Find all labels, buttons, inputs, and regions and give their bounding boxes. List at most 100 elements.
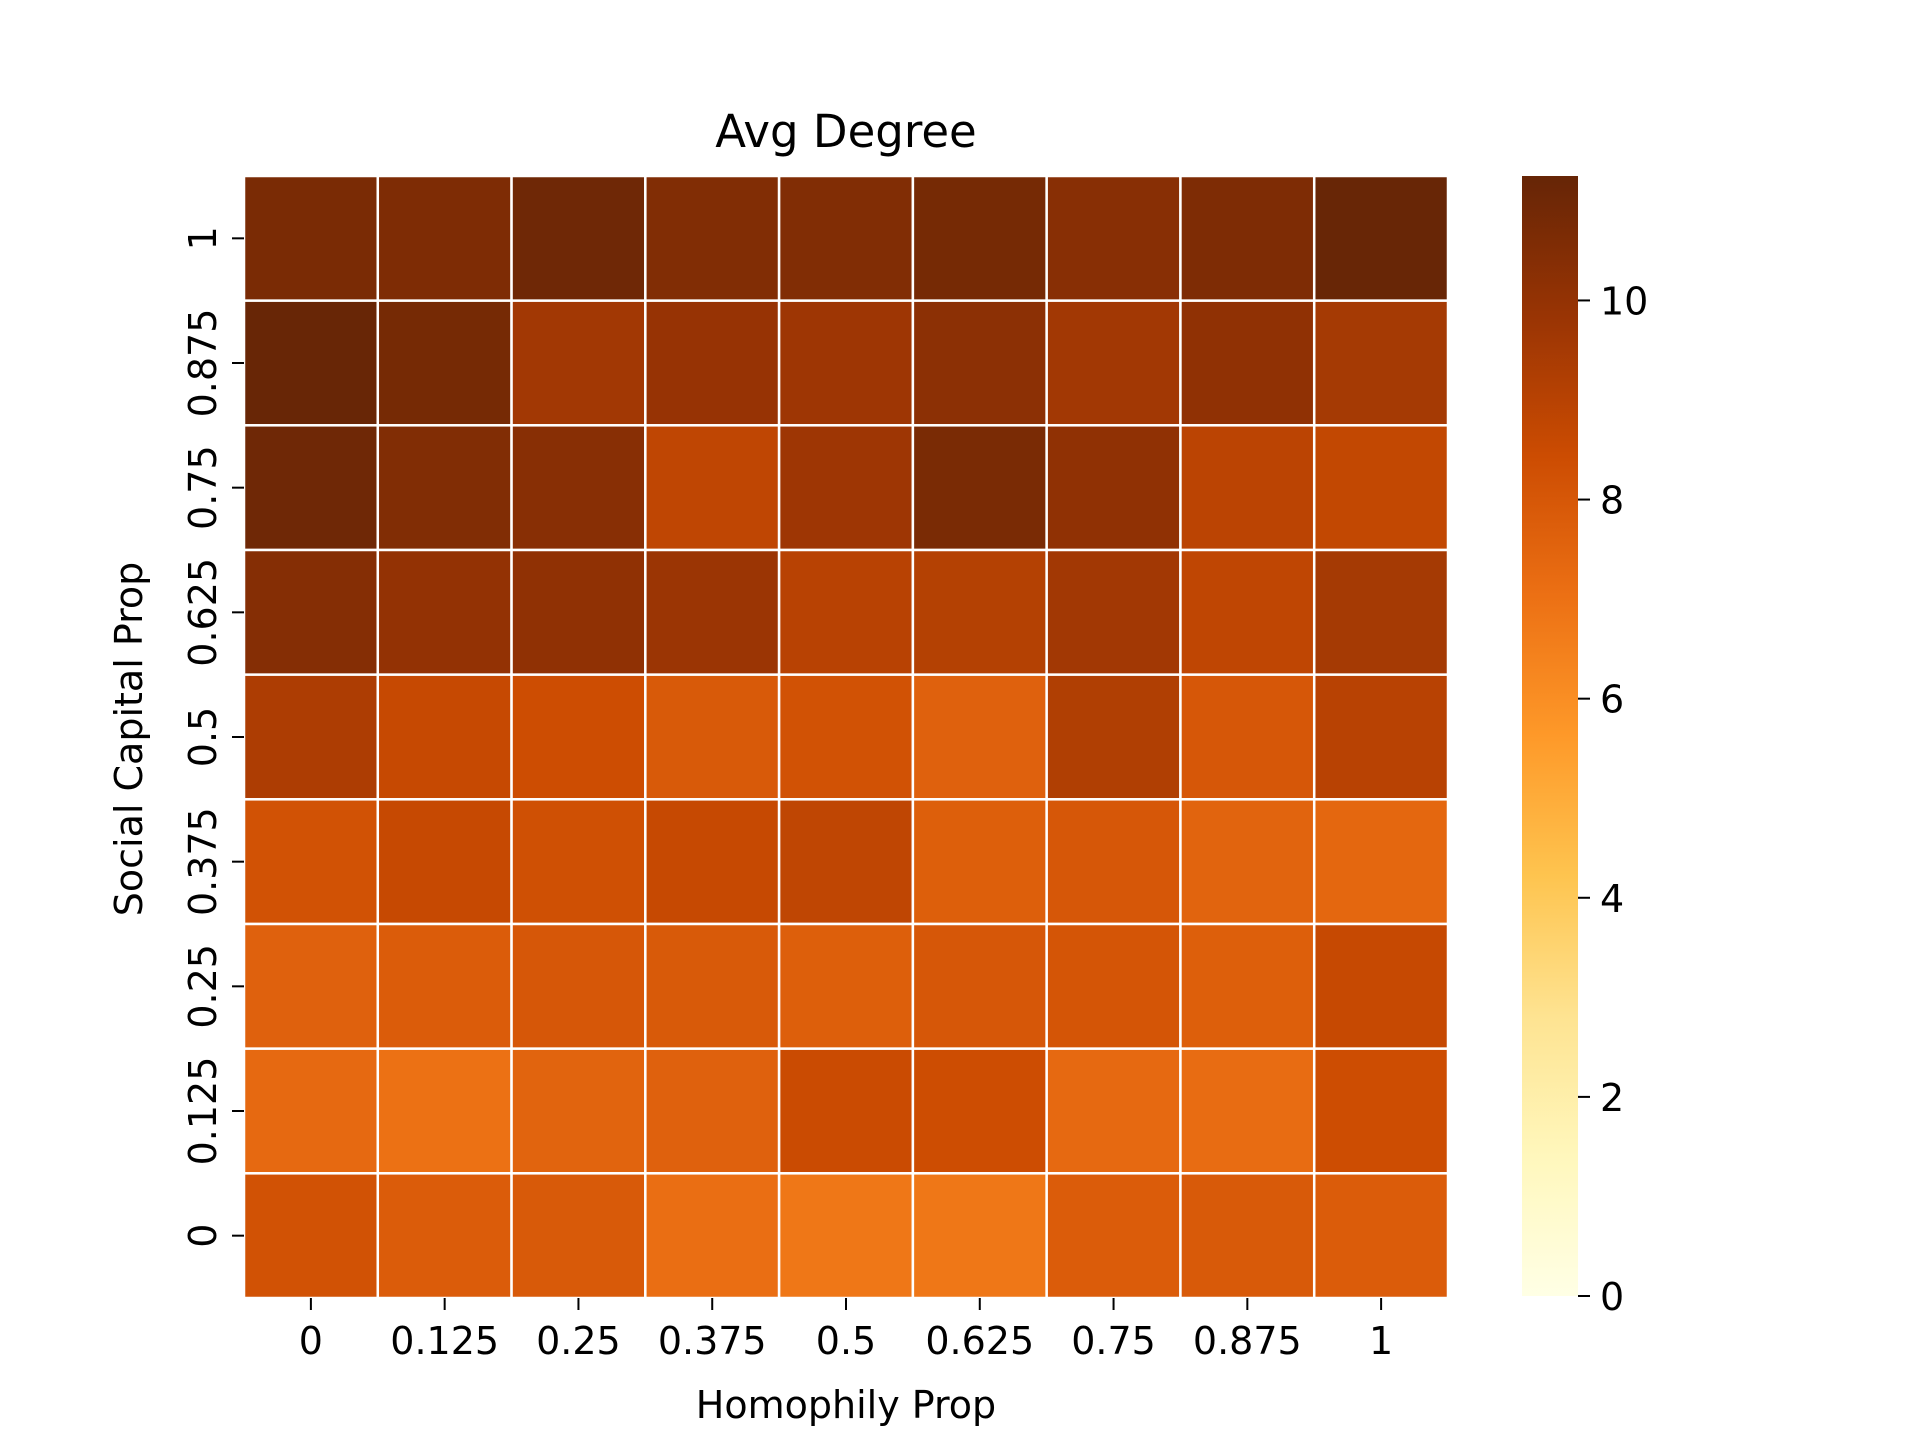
x-tick-label: 0.25: [536, 1319, 621, 1363]
heatmap-cell: [777, 1172, 915, 1300]
y-tick-label: 0.625: [181, 558, 225, 667]
y-axis-label: Social Capital Prop: [107, 562, 151, 916]
heatmap-cell: [1179, 548, 1316, 676]
heatmap-cell: [1312, 548, 1450, 676]
heatmap-cell: [1179, 424, 1316, 552]
heatmap-cell: [777, 922, 915, 1050]
x-axis: 0 0.125 0.25 0.375 0.5 0.625 0.75 0.875 1: [299, 1298, 1393, 1363]
heatmap-cell: [376, 424, 513, 552]
heatmap-cell: [911, 798, 1048, 926]
heatmap-cell: [1045, 1172, 1182, 1300]
heatmap-cell: [777, 174, 915, 302]
heatmap-cell: [644, 798, 781, 926]
x-tick-label: 0.375: [658, 1319, 767, 1363]
heatmap-cell: [777, 1047, 915, 1175]
y-tick-label: 0.5: [181, 707, 225, 767]
heatmap-cell: [644, 548, 781, 676]
heatmap-cell: [644, 1047, 781, 1175]
heatmap-cell: [510, 299, 647, 427]
heatmap-cell: [911, 548, 1048, 676]
heatmap-cell: [777, 673, 915, 801]
heatmap-cell: [644, 922, 781, 1050]
colorbar-tick-label: 4: [1600, 877, 1624, 921]
heatmap-cell: [1312, 424, 1450, 552]
heatmap-cell: [242, 548, 380, 676]
heatmap-cell: [644, 673, 781, 801]
x-tick-label: 0.75: [1071, 1319, 1156, 1363]
heatmap-cell: [510, 798, 647, 926]
heatmap-cell: [242, 673, 380, 801]
heatmap-cell: [376, 299, 513, 427]
x-tick-label: 0.125: [390, 1319, 499, 1363]
heatmap-cell: [376, 548, 513, 676]
heatmap-cell: [376, 1047, 513, 1175]
heatmap-cell: [242, 798, 380, 926]
heatmap-cell: [510, 1172, 647, 1300]
heatmap-cell: [242, 1172, 380, 1300]
heatmap-cell: [510, 424, 647, 552]
heatmap-cell: [911, 1172, 1048, 1300]
y-tick-label: 0.25: [181, 944, 225, 1029]
heatmap-cell: [376, 1172, 513, 1300]
colorbar-ticks: 0 2 4 6 8 10: [1578, 279, 1648, 1319]
heatmap-cell: [1045, 922, 1182, 1050]
heatmap-cell: [1045, 424, 1182, 552]
heatmap-cell: [1179, 174, 1316, 302]
heatmap-cell: [1045, 673, 1182, 801]
heatmap-cell: [376, 922, 513, 1050]
heatmap-cell: [376, 798, 513, 926]
heatmap-cells: [242, 174, 1450, 1300]
heatmap-cell: [1312, 1172, 1450, 1300]
y-tick-label: 0.125: [181, 1057, 225, 1166]
heatmap-cell: [911, 1047, 1048, 1175]
heatmap-cell: [242, 299, 380, 427]
heatmap-cell: [1179, 922, 1316, 1050]
heatmap-cell: [1179, 1047, 1316, 1175]
heatmap-cell: [1312, 1047, 1450, 1175]
y-tick-label: 0.875: [181, 309, 225, 418]
heatmap-cell: [777, 548, 915, 676]
heatmap-cell: [242, 424, 380, 552]
x-tick-label: 0.5: [816, 1319, 876, 1363]
heatmap-cell: [1045, 798, 1182, 926]
colorbar: [1522, 176, 1578, 1296]
heatmap-cell: [777, 424, 915, 552]
y-tick-label: 1: [181, 226, 225, 250]
heatmap-cell: [1312, 174, 1450, 302]
heatmap-cell: [242, 922, 380, 1050]
heatmap-cell: [911, 174, 1048, 302]
heatmap-cell: [911, 424, 1048, 552]
heatmap-cell: [911, 673, 1048, 801]
heatmap-cell: [644, 174, 781, 302]
heatmap-cell: [644, 299, 781, 427]
heatmap-cell: [242, 174, 380, 302]
heatmap-cell: [1045, 299, 1182, 427]
heatmap-cell: [1045, 548, 1182, 676]
heatmap-cell: [242, 1047, 380, 1175]
heatmap-cell: [510, 548, 647, 676]
heatmap-cell: [376, 673, 513, 801]
colorbar-tick-label: 6: [1600, 678, 1624, 722]
colorbar-tick-label: 2: [1600, 1076, 1624, 1120]
heatmap-cell: [1045, 174, 1182, 302]
heatmap-cell: [1045, 1047, 1182, 1175]
x-tick-label: 0.875: [1193, 1319, 1302, 1363]
heatmap-cell: [911, 922, 1048, 1050]
heatmap-cell: [510, 1047, 647, 1175]
x-tick-label: 0: [299, 1319, 323, 1363]
heatmap-cell: [1312, 798, 1450, 926]
heatmap-cell: [510, 673, 647, 801]
chart-title: Avg Degree: [715, 105, 976, 158]
heatmap-cell: [376, 174, 513, 302]
heatmap-cell: [1312, 299, 1450, 427]
y-tick-label: 0.375: [181, 807, 225, 916]
heatmap-cell: [1179, 299, 1316, 427]
heatmap-cell: [1179, 798, 1316, 926]
y-axis: 1 0.875 0.75 0.625 0.5 0.375 0.25 0.125 0: [181, 226, 244, 1248]
heatmap-cell: [1312, 673, 1450, 801]
heatmap-cell: [644, 1172, 781, 1300]
heatmap-cell: [1179, 1172, 1316, 1300]
colorbar-tick-label: 0: [1600, 1275, 1624, 1319]
colorbar-tick-label: 10: [1600, 279, 1648, 323]
